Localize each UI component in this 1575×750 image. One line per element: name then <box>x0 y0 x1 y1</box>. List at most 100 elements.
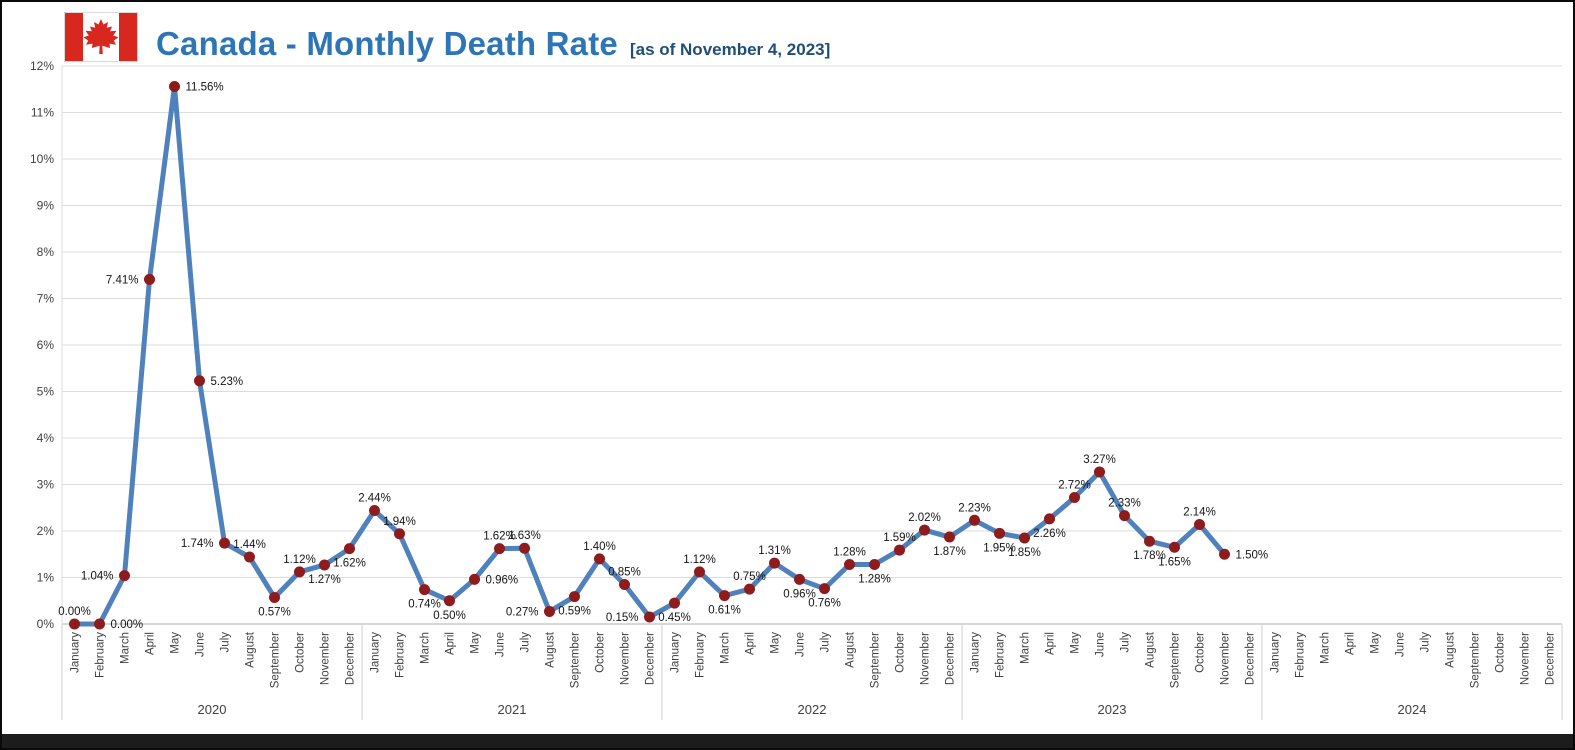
data-label: 0.57% <box>258 606 291 618</box>
y-axis-tick: 3% <box>37 478 55 492</box>
data-point-marker <box>619 578 630 590</box>
x-axis-month-label: January <box>1270 632 1282 673</box>
data-point-marker <box>369 505 380 517</box>
y-axis-tick: 5% <box>37 385 55 399</box>
data-label: 0.96% <box>486 574 519 586</box>
data-label: 0.00% <box>58 606 91 618</box>
data-point-marker <box>1169 541 1180 553</box>
data-label: 1.62% <box>483 531 516 543</box>
data-label: 0.59% <box>558 606 591 618</box>
x-axis-month-label: January <box>370 632 382 673</box>
data-point-marker <box>469 573 480 585</box>
data-label: 2.26% <box>1033 528 1066 540</box>
data-point-markers <box>69 80 1230 630</box>
data-point-marker <box>544 605 555 617</box>
data-label: 5.23% <box>211 376 244 388</box>
month-labels: January February March April May June July Augu… <box>70 631 1557 688</box>
data-point-marker <box>494 543 505 555</box>
data-label: 1.59% <box>883 532 916 544</box>
x-axis-month-label: November <box>1220 632 1232 685</box>
x-axis-month-label: November <box>320 632 332 685</box>
x-axis-month-label: September <box>1470 632 1482 688</box>
data-point-marker <box>969 514 980 526</box>
data-label: 1.65% <box>1158 556 1191 568</box>
data-point-marker <box>1069 492 1080 504</box>
data-point-marker <box>1219 548 1230 560</box>
data-point-marker <box>344 543 355 555</box>
data-label: 0.61% <box>708 605 741 617</box>
data-point-marker <box>144 273 155 285</box>
x-axis-month-label: June <box>1095 632 1107 657</box>
data-label: 1.28% <box>833 546 866 558</box>
x-axis-month-label: April <box>445 632 457 655</box>
data-label: 0.75% <box>733 571 766 583</box>
x-axis-month-label: November <box>620 632 632 685</box>
data-label: 0.15% <box>606 612 639 624</box>
x-axis-month-label: October <box>1195 632 1207 673</box>
x-axis-month-label: November <box>1520 632 1532 685</box>
data-point-marker <box>1119 510 1130 522</box>
data-label: 2.72% <box>1058 480 1091 492</box>
data-label: 11.56% <box>186 81 224 93</box>
y-axis-tick: 10% <box>30 152 54 166</box>
x-axis-month-label: February <box>995 632 1007 678</box>
data-label: 1.87% <box>933 546 966 558</box>
x-axis-month-label: March <box>120 632 132 664</box>
data-label: 2.23% <box>958 502 991 514</box>
data-point-marker <box>419 584 430 596</box>
x-axis-month-label: February <box>1295 632 1307 678</box>
x-axis-month-label: April <box>1345 632 1357 655</box>
year-separators <box>61 624 1563 720</box>
data-point-marker <box>719 590 730 602</box>
data-point-marker <box>1019 532 1030 544</box>
y-axis-tick: 8% <box>37 245 55 259</box>
data-label: 0.96% <box>783 588 816 600</box>
data-point-marker <box>994 527 1005 539</box>
data-label: 7.41% <box>106 274 139 286</box>
x-axis-month-label: August <box>1145 631 1157 668</box>
y-axis-tick: 7% <box>37 292 55 306</box>
data-point-marker <box>694 566 705 578</box>
x-axis-month-label: March <box>1020 632 1032 664</box>
x-axis-month-label: July <box>220 632 232 653</box>
x-axis-month-label: June <box>195 632 207 657</box>
y-axis-tick: 6% <box>37 338 55 352</box>
data-point-marker <box>294 566 305 578</box>
x-axis-month-label: June <box>495 632 507 657</box>
data-label: 1.12% <box>683 554 716 566</box>
x-axis-month-label: February <box>395 632 407 678</box>
data-point-marker <box>194 375 205 387</box>
x-axis-month-label: July <box>1420 632 1432 653</box>
bottom-bar <box>2 734 1573 748</box>
data-label: 1.27% <box>308 574 341 586</box>
data-label: 1.95% <box>983 542 1016 554</box>
x-axis-month-label: May <box>770 632 782 654</box>
data-point-marker <box>1094 466 1105 478</box>
x-axis-month-label: August <box>545 631 557 668</box>
data-label: 3.27% <box>1083 454 1116 466</box>
y-axis-tick: 11% <box>31 106 54 120</box>
data-labels: 0.00% 0.00% 1.04% 7.41% 11.56% 5.23% 1.74% 1.44… <box>58 81 1268 631</box>
data-label: 1.50% <box>1236 549 1269 561</box>
x-axis-month-label: December <box>945 632 957 685</box>
x-axis-year-label: 2023 <box>1098 702 1127 717</box>
data-label: 1.62% <box>333 558 366 570</box>
data-point-marker <box>319 559 330 571</box>
x-axis-month-label: January <box>970 632 982 673</box>
data-point-marker <box>94 618 105 630</box>
x-axis-month-label: September <box>1170 632 1182 688</box>
data-point-marker <box>444 595 455 607</box>
x-axis-month-label: July <box>520 632 532 653</box>
x-axis-month-label: December <box>1545 632 1557 685</box>
x-axis-month-label: December <box>345 632 357 685</box>
data-label: 2.02% <box>908 512 941 524</box>
data-label: 0.74% <box>408 599 441 611</box>
data-point-marker <box>919 524 930 536</box>
data-point-marker <box>519 542 530 554</box>
x-axis-year-label: 2020 <box>198 702 227 717</box>
x-axis-month-label: October <box>895 632 907 673</box>
data-point-marker <box>769 557 780 569</box>
x-axis-month-label: September <box>570 632 582 688</box>
y-axis-tick: 9% <box>37 199 55 213</box>
